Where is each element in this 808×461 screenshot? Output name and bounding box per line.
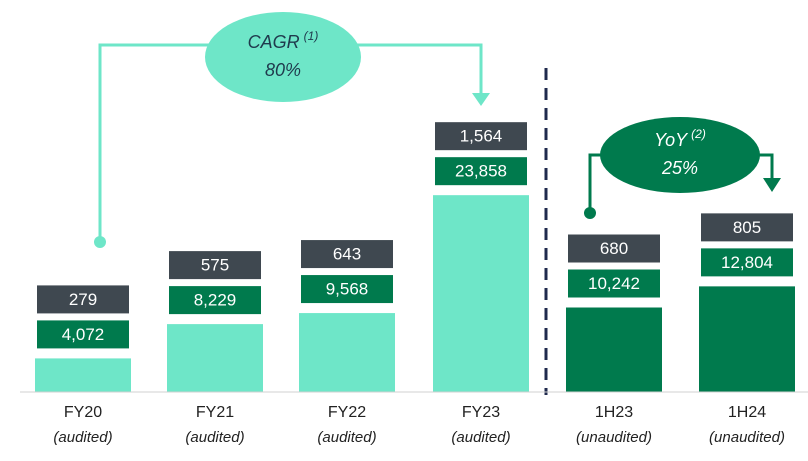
secondary-box xyxy=(169,251,261,280)
value-label: 23,858 xyxy=(455,162,507,181)
secondary-box xyxy=(568,234,660,263)
value-box xyxy=(37,320,129,349)
secondary-label: 680 xyxy=(600,239,628,258)
value-box xyxy=(301,275,393,304)
value-label: 12,804 xyxy=(721,253,773,272)
secondary-box xyxy=(435,122,527,151)
cagr-connector xyxy=(98,43,483,242)
value-label: 8,229 xyxy=(194,291,237,310)
yoy-dot xyxy=(584,207,596,219)
secondary-box xyxy=(301,240,393,269)
annotation-note: (1) xyxy=(304,29,319,43)
secondary-box xyxy=(37,285,129,314)
bar xyxy=(299,313,395,392)
x-tick-label: FY21 xyxy=(196,404,234,421)
cagr-dot xyxy=(94,236,106,248)
x-tick-label: FY23 xyxy=(462,404,500,421)
annotation-value: 25% xyxy=(661,158,698,178)
secondary-label: 279 xyxy=(69,290,97,309)
x-tick-note: (audited) xyxy=(317,429,376,446)
secondary-label: 643 xyxy=(333,245,361,264)
value-box xyxy=(568,269,660,298)
secondary-label: 1,564 xyxy=(460,127,503,146)
value-box xyxy=(169,286,261,315)
yoy-arrow xyxy=(763,178,781,192)
secondary-label: 805 xyxy=(733,218,761,237)
annotation-value: 80% xyxy=(265,60,301,80)
annotation-title: YoY (2) xyxy=(654,127,706,150)
value-box xyxy=(435,157,527,186)
x-tick-note: (unaudited) xyxy=(709,429,785,446)
annotation-title: CAGR (1) xyxy=(248,29,319,52)
cagr-arrow xyxy=(472,93,490,106)
x-tick-label: 1H24 xyxy=(728,404,766,421)
yoy-connector xyxy=(588,153,774,213)
annotation-bubble xyxy=(600,117,760,193)
value-label: 10,242 xyxy=(588,274,640,293)
bar xyxy=(699,286,795,392)
x-tick-note: (audited) xyxy=(451,429,510,446)
x-tick-label: 1H23 xyxy=(595,404,633,421)
x-tick-note: (audited) xyxy=(53,429,112,446)
value-label: 4,072 xyxy=(62,325,105,344)
x-tick-note: (unaudited) xyxy=(576,429,652,446)
bar xyxy=(433,195,529,392)
secondary-box xyxy=(701,213,793,242)
secondary-label: 575 xyxy=(201,256,229,275)
annotation-bubble xyxy=(205,12,361,102)
x-tick-label: FY22 xyxy=(328,404,366,421)
x-tick-note: (audited) xyxy=(185,429,244,446)
value-label: 9,568 xyxy=(326,280,369,299)
annotation-label: CAGR xyxy=(248,32,300,52)
bar xyxy=(167,324,263,392)
x-tick-label: FY20 xyxy=(64,404,102,421)
bar xyxy=(35,358,131,392)
annotation-note: (2) xyxy=(691,127,706,141)
annotation-label: YoY xyxy=(654,130,689,150)
bar xyxy=(566,307,662,392)
value-box xyxy=(701,248,793,277)
